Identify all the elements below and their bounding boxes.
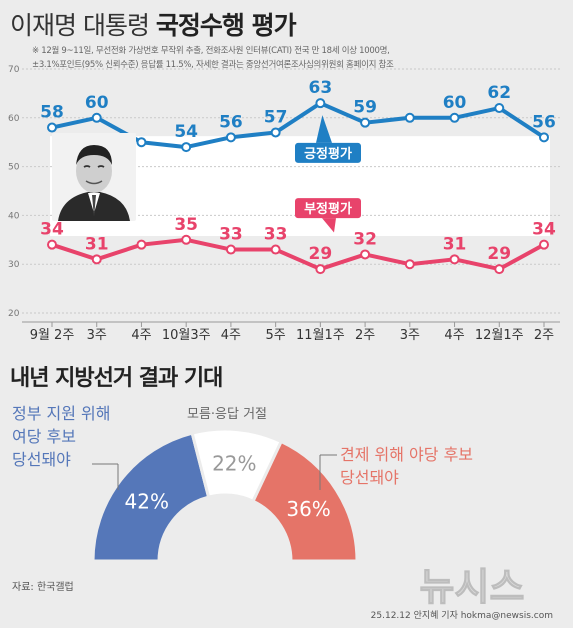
legend-label: 긍정평가 — [304, 146, 352, 162]
title-bold: 국정수행 평가 — [155, 11, 297, 40]
y-tick-label: 30 — [8, 260, 20, 270]
president-photo — [52, 133, 136, 221]
data-point — [360, 249, 371, 260]
data-label: 63 — [309, 78, 333, 98]
legend-negative: 부정평가 — [295, 198, 361, 233]
data-label: 29 — [487, 244, 511, 264]
slice-value-label: 36% — [286, 497, 330, 521]
data-point — [47, 122, 57, 133]
pie-title: 내년 지방선거 결과 기대 — [10, 366, 223, 391]
data-point — [360, 117, 371, 128]
data-label: 35 — [174, 215, 198, 235]
y-tick-label: 60 — [8, 114, 20, 124]
data-label: 31 — [443, 234, 467, 254]
x-tick-label: 5주 — [266, 328, 286, 343]
data-point — [181, 234, 192, 245]
logo-text: 뉴시스 — [420, 565, 525, 609]
title-light: 이재명 대통령 — [10, 11, 150, 40]
slice-category-label: 당선돼야 — [340, 468, 399, 487]
x-tick-label: 11월1주 — [296, 328, 345, 343]
data-label: 56 — [219, 112, 243, 132]
y-tick-label: 50 — [8, 163, 20, 173]
series-line-negative — [51, 237, 545, 272]
data-point — [449, 112, 460, 123]
data-point — [315, 264, 326, 275]
x-tick-label: 4주 — [221, 328, 241, 343]
data-label: 33 — [219, 225, 243, 245]
source-text: 자료: 한국갤럽 — [12, 582, 74, 593]
data-point — [404, 112, 415, 123]
data-label: 58 — [40, 103, 64, 123]
x-tick-label: 3주 — [400, 328, 420, 343]
data-point — [181, 142, 192, 153]
data-label: 33 — [264, 225, 288, 245]
slice-value-label: 22% — [212, 451, 256, 475]
credit-text: 25.12.12 안지혜 기자 hokma@newsis.com — [370, 611, 553, 621]
data-point — [494, 264, 505, 275]
data-label: 34 — [532, 220, 556, 240]
x-tick-label: 2주 — [355, 328, 375, 343]
data-label: 62 — [487, 83, 511, 103]
x-tick-label: 12월1주 — [475, 328, 524, 343]
data-point — [449, 254, 460, 265]
data-label: 57 — [264, 107, 288, 127]
data-label: 29 — [309, 244, 333, 264]
slice-category-label: 모름·응답 거절 — [187, 407, 267, 422]
legend-pointer — [322, 218, 336, 233]
x-tick-label: 4주 — [444, 328, 464, 343]
data-label: 54 — [174, 122, 198, 142]
slice-category-label: 견제 위해 야당 후보 — [340, 445, 473, 464]
data-point — [270, 244, 281, 255]
data-label: 60 — [85, 93, 109, 113]
data-point — [225, 244, 236, 255]
data-point — [136, 137, 147, 148]
x-tick-label: 4주 — [131, 328, 151, 343]
page-title: 이재명 대통령 국정수행 평가 — [10, 6, 297, 42]
slice-value-label: 42% — [125, 489, 169, 513]
slice-category-label: 여당 후보 — [12, 427, 76, 446]
slice-category-label: 정부 지원 위해 — [12, 404, 111, 423]
slice-3 — [251, 439, 359, 563]
data-point — [315, 98, 326, 109]
data-point — [225, 132, 236, 143]
y-tick-label: 70 — [8, 65, 20, 75]
data-label: 34 — [40, 220, 64, 240]
data-label: 56 — [532, 112, 556, 132]
legend-pointer — [316, 115, 332, 143]
legend-positive: 긍정평가 — [295, 115, 361, 163]
y-tick-label: 20 — [8, 309, 20, 319]
x-tick-label: 9월 2주 — [30, 328, 75, 343]
survey-note-line1: ※ 12월 9~11일, 무선전화 가상번호 무작위 추출, 전화조사원 인터뷰… — [32, 46, 390, 56]
data-point — [91, 112, 102, 123]
legend-box — [295, 142, 361, 163]
x-tick-label: 2주 — [534, 328, 554, 343]
data-label: 60 — [443, 93, 467, 113]
data-point — [404, 259, 415, 270]
data-point — [47, 239, 57, 250]
x-tick-label: 10월3주 — [162, 328, 211, 343]
data-point — [91, 254, 102, 265]
data-point — [494, 103, 505, 114]
data-point — [539, 239, 549, 250]
legend-label: 부정평가 — [304, 201, 352, 217]
slice-1 — [91, 431, 211, 563]
newsis-logo: 뉴시스 — [419, 565, 525, 610]
data-point — [539, 132, 549, 143]
legend-box — [295, 198, 361, 219]
y-tick-label: 40 — [8, 211, 20, 221]
survey-note-line2: ±3.1%포인트(95% 신뢰수준) 응답률 11.5%, 자세한 결과는 중앙… — [32, 60, 394, 70]
data-label: 59 — [353, 98, 377, 118]
data-label: 31 — [85, 234, 109, 254]
data-point — [270, 127, 281, 138]
slice-category-label: 당선돼야 — [12, 450, 71, 469]
x-tick-label: 3주 — [87, 328, 107, 343]
data-point — [136, 239, 147, 250]
data-label: 32 — [353, 229, 377, 249]
